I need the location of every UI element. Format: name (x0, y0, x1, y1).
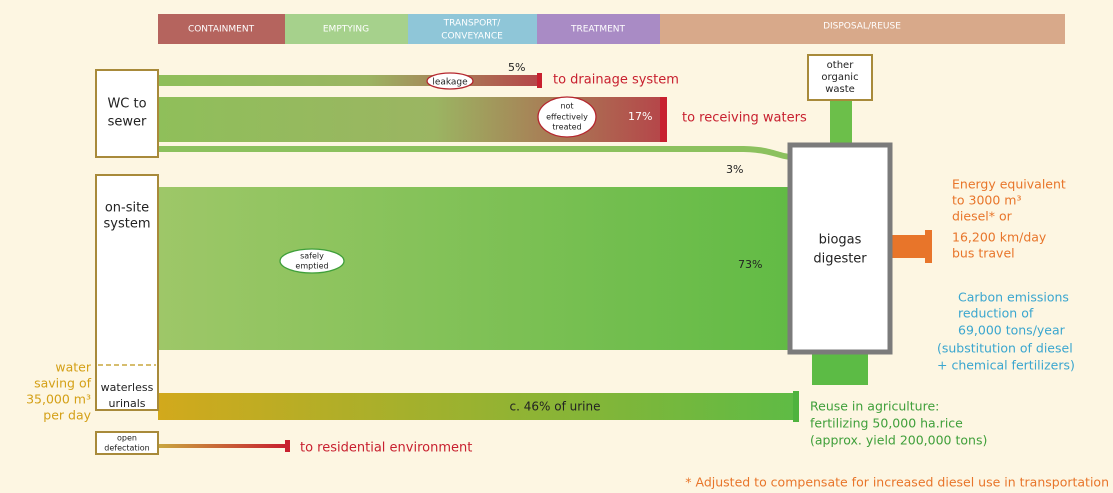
onsite-box (95, 174, 159, 411)
energy-text: 16,200 km/day (952, 230, 1047, 245)
flow-label: emptied (295, 262, 328, 271)
energy-text: bus travel (952, 246, 1015, 261)
organic-waste-box (807, 54, 873, 101)
stage-label: CONTAINMENT (188, 25, 255, 35)
stage-label: EMPTYING (323, 25, 369, 35)
open-box (95, 431, 159, 455)
destination: to drainage system (553, 73, 679, 88)
energy-text: diesel* or (952, 209, 1013, 224)
source-label: system (104, 217, 151, 232)
water-saving-text: saving of (34, 376, 92, 391)
flow-end (660, 97, 667, 142)
flow-label: treated (552, 123, 581, 132)
flow-label: safely (300, 252, 324, 261)
stage-block (537, 14, 660, 44)
energy-flow (890, 235, 925, 258)
stage-label: DISPOSAL/REUSE (823, 22, 901, 32)
stage-block (660, 14, 1065, 44)
source-label: sewer (108, 115, 147, 130)
water-saving-text: 35,000 m³ (26, 392, 91, 407)
flow-end (537, 73, 542, 88)
carbon-text: 69,000 tons/year (958, 323, 1066, 338)
reuse-text: fertilizing 50,000 ha.rice (810, 416, 963, 431)
carbon-text: + chemical fertilizers) (937, 358, 1075, 373)
box-label: other (827, 60, 855, 71)
flow-end (285, 440, 290, 452)
source-label: urinals (108, 397, 145, 410)
leakage-flow (158, 75, 537, 86)
urine-flow (158, 393, 793, 420)
flow-label: leakage (432, 78, 468, 88)
flow-end (925, 230, 932, 263)
stage-label: TREATMENT (570, 25, 626, 35)
source-label: defectation (104, 444, 150, 453)
stage-block (408, 14, 537, 44)
source-label: open (117, 434, 137, 443)
footnote: * Adjusted to compensate for increased d… (685, 475, 1109, 490)
stage-label: TRANSPORT/ (443, 19, 502, 29)
flow-end (793, 391, 799, 422)
energy-text: to 3000 m³ (952, 193, 1022, 208)
reuse-text: (approx. yield 200,000 tons) (810, 433, 987, 448)
destination: to residential environment (300, 441, 472, 456)
stage-label: CONVEYANCE (441, 32, 503, 42)
water-saving-text: per day (43, 408, 91, 423)
flow-percent: 3% (726, 163, 743, 176)
digester-output (812, 352, 868, 385)
open-flow (158, 444, 285, 448)
box-label: organic (821, 72, 858, 83)
water-saving-text: water (55, 360, 91, 375)
onsite-flow (158, 187, 790, 350)
wc-box (95, 69, 159, 158)
flow-percent: 73% (738, 258, 762, 271)
label-ellipse (537, 96, 597, 138)
stage-bar: CONTAINMENT EMPTYING TRANSPORT/ CONVEYAN… (158, 14, 1065, 44)
box-label: waste (825, 84, 855, 95)
reuse-text: Reuse in agriculture: (810, 399, 939, 414)
flow-percent: 17% (628, 110, 652, 123)
carbon-text: reduction of (958, 306, 1034, 321)
flow-label: c. 46% of urine (510, 400, 601, 414)
stage-block (158, 14, 285, 44)
carbon-text: Carbon emissions (958, 290, 1069, 305)
label-ellipse (279, 248, 345, 274)
stage-block (285, 14, 408, 44)
organic-waste-flow (830, 100, 852, 145)
box-label: biogas (819, 233, 862, 248)
digester-box (787, 142, 893, 355)
carbon-text: (substitution of diesel (937, 341, 1073, 356)
source-label: on-site (105, 201, 149, 216)
source-label: WC to (107, 97, 146, 112)
flow-label: not (560, 102, 573, 111)
sewer-to-digester-flow (158, 146, 790, 160)
flow-percent: 5% (508, 61, 525, 74)
destination: to receiving waters (682, 111, 807, 126)
label-ellipse (426, 72, 474, 90)
box-label: digester (813, 252, 867, 267)
energy-text: Energy equivalent (952, 177, 1066, 192)
flow-label: effectively (546, 113, 588, 122)
source-label: waterless (101, 381, 154, 394)
